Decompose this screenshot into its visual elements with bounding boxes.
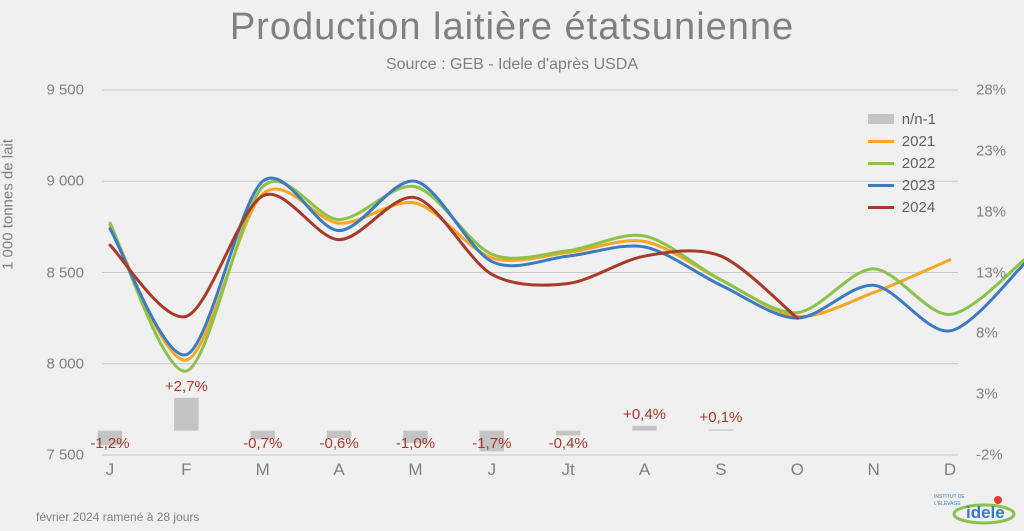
bar-value-label: -0,6% bbox=[319, 435, 358, 452]
legend-row: 2021 bbox=[868, 130, 936, 152]
y-left-tick: 9 500 bbox=[24, 82, 84, 99]
idele-logo: INSTITUT DE L'ÉLEVAGE idele bbox=[928, 486, 1020, 526]
y-right-tick: 8% bbox=[976, 325, 998, 342]
svg-text:INSTITUT DE: INSTITUT DE bbox=[934, 494, 965, 500]
y-left-tick: 8 000 bbox=[24, 355, 84, 372]
x-tick: J bbox=[106, 460, 115, 480]
chart-svg bbox=[0, 0, 1024, 530]
legend-row: 2023 bbox=[868, 174, 936, 196]
bar-value-label: +0,4% bbox=[623, 406, 666, 423]
legend-swatch bbox=[868, 206, 894, 209]
legend-label: n/n-1 bbox=[902, 111, 936, 128]
x-tick: A bbox=[333, 460, 344, 480]
y-right-tick: 23% bbox=[976, 142, 1006, 159]
legend-label: 2024 bbox=[902, 199, 935, 216]
x-tick: M bbox=[256, 460, 270, 480]
y-left-tick: 9 000 bbox=[24, 173, 84, 190]
svg-text:L'ÉLEVAGE: L'ÉLEVAGE bbox=[934, 500, 961, 507]
bar-value-label: -0,7% bbox=[243, 435, 282, 452]
legend-swatch bbox=[868, 140, 894, 143]
x-tick: D bbox=[944, 460, 956, 480]
y-right-tick: 28% bbox=[976, 82, 1006, 99]
svg-text:idele: idele bbox=[966, 503, 1005, 522]
legend-label: 2023 bbox=[902, 177, 935, 194]
bar-value-label: -1,2% bbox=[90, 435, 129, 452]
x-tick: F bbox=[181, 460, 191, 480]
bar-value-label: +2,7% bbox=[165, 378, 208, 395]
bar-value-label: -1,7% bbox=[472, 435, 511, 452]
chart-legend: n/n-1 2021 2022 2023 2024 bbox=[868, 108, 936, 218]
y-left-tick: 8 500 bbox=[24, 264, 84, 281]
legend-row: 2024 bbox=[868, 196, 936, 218]
y-right-tick: 3% bbox=[976, 386, 998, 403]
bar-value-label: +0,1% bbox=[699, 409, 742, 426]
legend-label: 2021 bbox=[902, 133, 935, 150]
bar-value-label: -1,0% bbox=[396, 435, 435, 452]
x-tick: J bbox=[488, 460, 497, 480]
x-tick: N bbox=[867, 460, 879, 480]
x-tick: M bbox=[408, 460, 422, 480]
y-left-tick: 7 500 bbox=[24, 447, 84, 464]
x-tick: Jt bbox=[562, 460, 575, 480]
legend-swatch bbox=[868, 162, 894, 165]
legend-swatch bbox=[868, 184, 894, 187]
legend-swatch bbox=[868, 114, 894, 124]
bar-value-label: -0,4% bbox=[549, 435, 588, 452]
legend-row: n/n-1 bbox=[868, 108, 936, 130]
y-right-tick: 13% bbox=[976, 264, 1006, 281]
x-tick: A bbox=[639, 460, 650, 480]
x-tick: O bbox=[791, 460, 804, 480]
legend-label: 2022 bbox=[902, 155, 935, 172]
chart-container: Production laitière étatsunienne Source … bbox=[0, 0, 1024, 530]
y-right-tick: -2% bbox=[976, 447, 1003, 464]
y-right-tick: 18% bbox=[976, 203, 1006, 220]
x-tick: S bbox=[715, 460, 726, 480]
legend-row: 2022 bbox=[868, 152, 936, 174]
